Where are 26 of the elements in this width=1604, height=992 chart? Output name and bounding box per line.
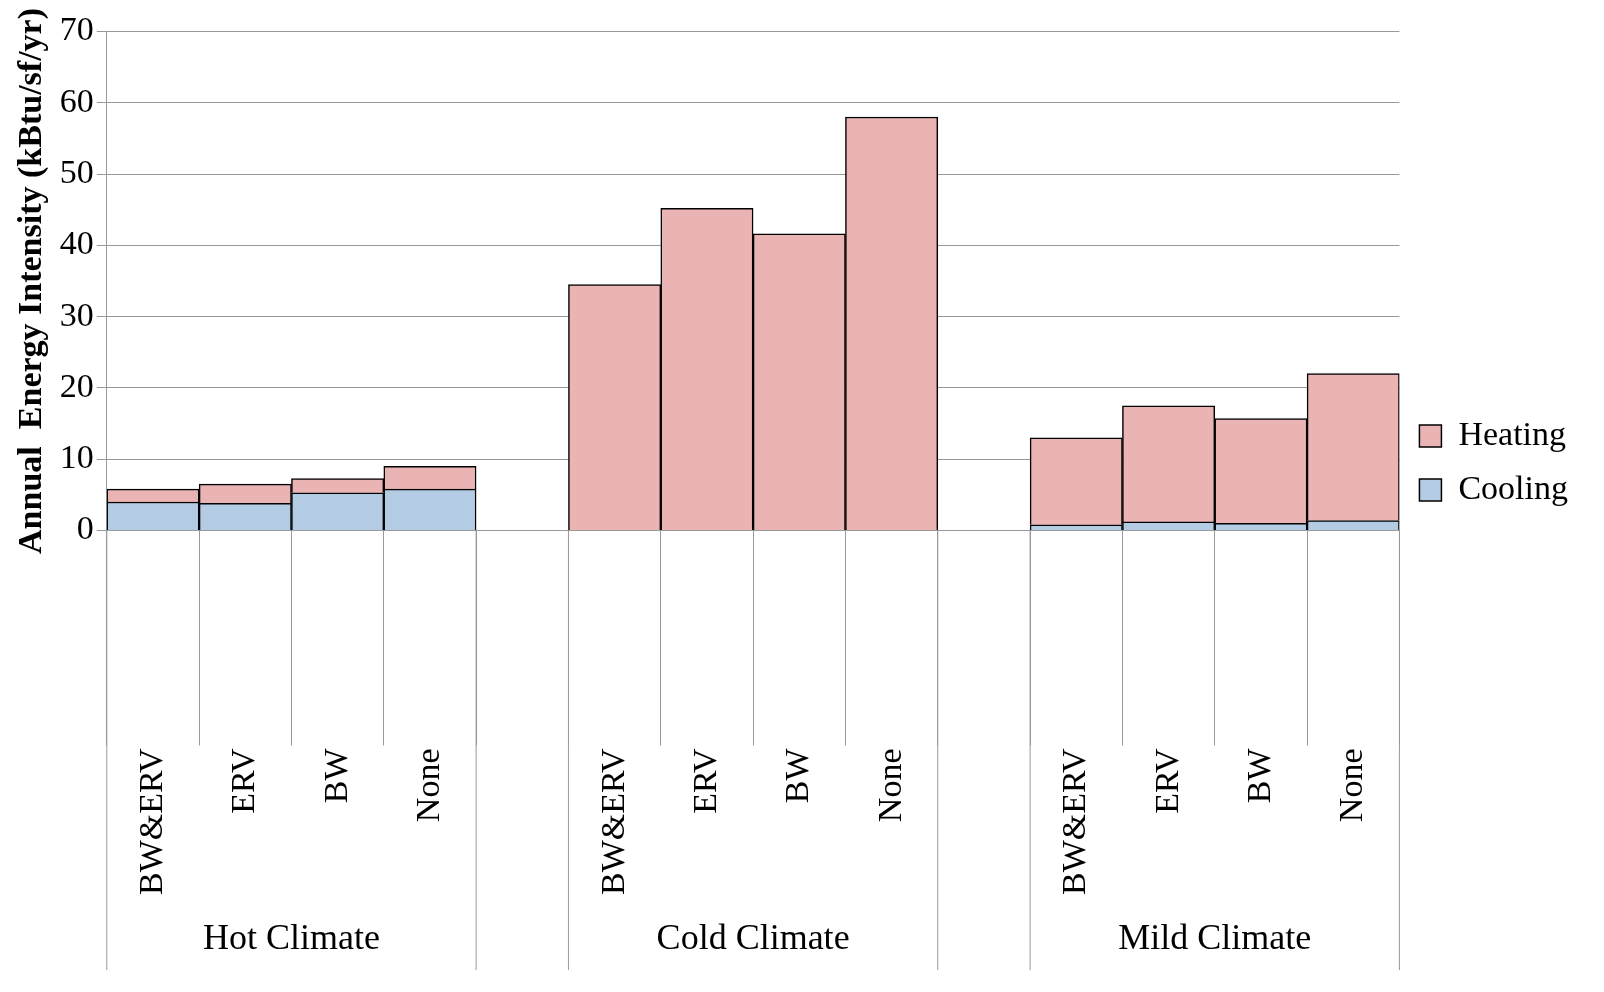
legend-label: Heating — [1458, 414, 1567, 452]
y-tick-label: 10 — [59, 438, 94, 476]
x-tick-label: BW — [778, 747, 816, 804]
x-tick-label: None — [870, 748, 908, 823]
y-tick-label: 70 — [59, 10, 94, 48]
x-tick-label: None — [1332, 748, 1370, 823]
x-tick-label: ERV — [685, 748, 723, 814]
y-axis-title: Annual Energy Intensity (kBtu/sf/yr) — [11, 7, 50, 554]
legend-label: Cooling — [1458, 468, 1569, 506]
x-tick-label: ERV — [224, 748, 262, 814]
text: Cold Climate — [656, 917, 850, 958]
y-tick-label: 50 — [59, 152, 94, 190]
text: Hot Climate — [202, 917, 380, 958]
text: Mild Climate — [1118, 917, 1312, 958]
y-tick-label: 0 — [76, 509, 94, 547]
x-tick-label: BW — [316, 747, 354, 804]
y-tick-label: 30 — [59, 295, 94, 333]
x-tick-label: None — [408, 748, 446, 823]
x-tick-label: BW&ERV — [1055, 748, 1093, 896]
y-tick-label: 40 — [59, 224, 94, 262]
x-tick-label: ERV — [1147, 748, 1185, 814]
y-tick-label: 60 — [59, 81, 94, 119]
x-tick-label: BW&ERV — [593, 748, 631, 896]
x-tick-label: BW — [1239, 747, 1277, 804]
x-tick-label: BW&ERV — [131, 748, 169, 896]
y-tick-label: 20 — [59, 366, 94, 404]
